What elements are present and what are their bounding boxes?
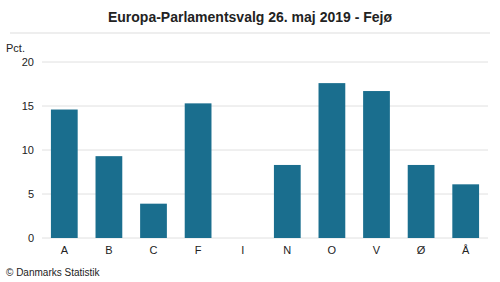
footnote: © Danmarks Statistik — [6, 267, 101, 278]
chart: Europa-Parlamentsvalg 26. maj 2019 - Fej… — [0, 0, 500, 282]
bar — [319, 83, 346, 238]
x-tick-label: Ø — [417, 244, 426, 256]
bars — [51, 83, 479, 238]
bar — [274, 165, 301, 238]
bar — [229, 238, 256, 239]
x-tick-label: B — [105, 244, 112, 256]
x-tick-label: N — [283, 244, 291, 256]
x-tick-label: O — [328, 244, 337, 256]
x-tick-label: C — [150, 244, 158, 256]
y-tick-label: 20 — [22, 56, 34, 68]
x-axis: ABCFINOVØÅ — [61, 244, 470, 256]
bar — [363, 91, 390, 238]
grid-line — [42, 62, 488, 63]
y-tick-label: 15 — [22, 100, 34, 112]
y-tick-label: 10 — [22, 144, 34, 156]
bar — [140, 204, 167, 238]
y-axis-label: Pct. — [6, 42, 25, 54]
x-tick-label: A — [61, 244, 69, 256]
title-rule — [10, 33, 490, 34]
x-tick-label: V — [373, 244, 381, 256]
x-tick-label: Å — [462, 244, 470, 256]
chart-container: Europa-Parlamentsvalg 26. maj 2019 - Fej… — [0, 0, 500, 282]
y-axis: 0 5 10 15 20 — [22, 56, 488, 244]
grid-line — [42, 150, 488, 151]
x-tick-label: I — [241, 244, 244, 256]
bar — [96, 156, 123, 238]
grid-line — [42, 106, 488, 107]
title: Europa-Parlamentsvalg 26. maj 2019 - Fej… — [108, 9, 392, 25]
y-tick-label: 5 — [28, 188, 34, 200]
x-tick-label: F — [195, 244, 202, 256]
bar — [185, 103, 212, 238]
bar — [51, 110, 78, 238]
bar — [452, 184, 479, 238]
bar — [408, 165, 435, 238]
y-tick-label: 0 — [28, 232, 34, 244]
